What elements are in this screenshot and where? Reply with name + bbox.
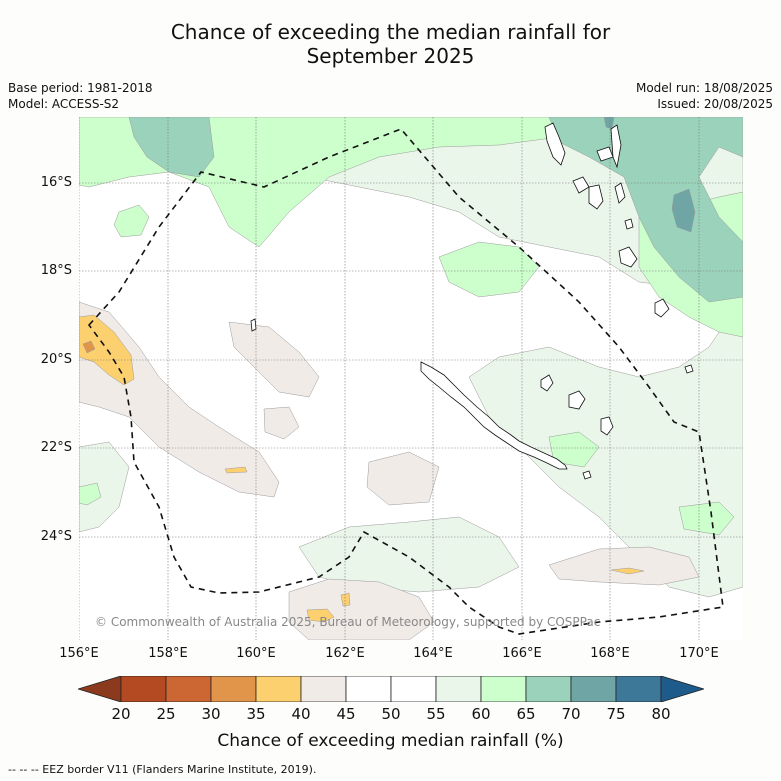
colorbar-segment — [210, 676, 257, 702]
lat-label-24s: 24°S — [40, 529, 72, 544]
colorbar-segment — [390, 676, 437, 702]
eez-border — [87, 128, 724, 635]
walpole-island — [582, 470, 592, 480]
model-text: Model: ACCESS-S2 — [8, 97, 120, 111]
lon-label-170e: 170°E — [679, 646, 719, 661]
base-period-text: Base period: 1981-2018 — [8, 81, 153, 95]
lat-label-16s: 16°S — [40, 175, 72, 190]
region-70-75-patch — [671, 188, 696, 233]
colorbar-segment — [120, 676, 167, 702]
region-60-65-patch-d — [79, 482, 102, 506]
region-35-40-west — [79, 314, 135, 386]
vanuatu-island-6 — [614, 182, 626, 204]
loyalty-island-3 — [600, 416, 614, 436]
coastlines — [250, 122, 694, 480]
region-35-40-se — [610, 567, 645, 575]
colorbar-segment — [615, 676, 662, 702]
colorbar-tick-80: 80 — [651, 705, 671, 723]
chart-title-line-1: Chance of exceeding the median rainfall … — [170, 20, 611, 44]
region-40-45-small — [263, 406, 300, 440]
colorbar-tick-30: 30 — [201, 705, 221, 723]
colorbar-tick-60: 60 — [471, 705, 491, 723]
lon-label-156e: 156°E — [59, 646, 99, 661]
matthew-island — [654, 298, 670, 318]
region-65-70-north — [128, 117, 215, 178]
region-35-40-south — [306, 608, 335, 623]
colorbar-tick-55: 55 — [426, 705, 446, 723]
lon-label-164e: 164°E — [413, 646, 453, 661]
colorbar-tick-35: 35 — [246, 705, 266, 723]
vanuatu-island-7 — [624, 218, 634, 230]
region-55-60-west — [79, 441, 130, 533]
lat-label-22s: 22°S — [40, 440, 72, 455]
colorbar-tick-50: 50 — [381, 705, 401, 723]
region-40-45-mid — [366, 451, 440, 506]
lon-label-160e: 160°E — [236, 646, 276, 661]
region-30-35-patch — [82, 340, 96, 354]
region-40-45-center — [228, 321, 320, 398]
model-run-text: Model run: 18/08/2025 — [635, 81, 773, 95]
colorbar-segment — [480, 676, 527, 702]
region-60-65-patch-a — [113, 204, 150, 238]
colorbar-extend-high — [660, 676, 704, 702]
colorbar-tick-75: 75 — [606, 705, 626, 723]
issued-text: Issued: 20/08/2025 — [657, 97, 773, 111]
colorbar-tick-65: 65 — [516, 705, 536, 723]
colorbar-segment — [255, 676, 302, 702]
lat-label-18s: 18°S — [40, 263, 72, 278]
lon-label-162e: 162°E — [325, 646, 365, 661]
colorbar-segment — [345, 676, 392, 702]
lat-label-20s: 20°S — [40, 352, 72, 367]
colorbar — [78, 676, 704, 702]
chesterfield-islet — [250, 318, 257, 332]
map-canvas — [79, 117, 743, 640]
colorbar-tick-45: 45 — [336, 705, 356, 723]
region-60-65-patch-c — [678, 501, 735, 536]
hunter-island — [684, 364, 694, 374]
chart-title-line-2: September 2025 — [306, 44, 475, 68]
colorbar-tick-25: 25 — [156, 705, 176, 723]
colorbar-segment — [300, 676, 347, 702]
colorbar-label: Chance of exceeding median rainfall (%) — [217, 731, 564, 751]
region-40-45-south — [288, 578, 435, 640]
loyalty-island-2 — [568, 390, 586, 410]
new-caledonia-coast — [420, 361, 568, 470]
region-60-65-mid — [438, 241, 540, 298]
colorbar-segment — [525, 676, 572, 702]
colorbar-tick-40: 40 — [291, 705, 311, 723]
colorbar-segment — [435, 676, 482, 702]
vanuatu-island-1 — [544, 122, 566, 166]
lon-label-158e: 158°E — [148, 646, 188, 661]
colorbar-tick-70: 70 — [561, 705, 581, 723]
region-65-70-ne — [548, 117, 743, 303]
lon-label-166e: 166°E — [502, 646, 542, 661]
colorbar-extend-low — [78, 676, 122, 702]
vanuatu-island-8 — [618, 246, 638, 268]
vanuatu-island-3 — [610, 124, 622, 169]
colorbar-segment — [570, 676, 617, 702]
vanuatu-island-5 — [588, 184, 604, 210]
lon-label-168e: 168°E — [590, 646, 630, 661]
colorbar-segment — [165, 676, 212, 702]
region-35-40-south-b — [340, 592, 351, 607]
region-35-40-mid — [224, 466, 248, 474]
eez-legend-note: -- -- -- EEZ border V11 (Flanders Marine… — [8, 763, 317, 776]
loyalty-island-1 — [540, 374, 554, 392]
colorbar-tick-20: 20 — [111, 705, 131, 723]
copyright-text: © Commonwealth of Australia 2025, Bureau… — [95, 615, 601, 629]
map-gridlines — [79, 117, 743, 640]
rainfall-map: © Commonwealth of Australia 2025, Bureau… — [79, 117, 743, 640]
